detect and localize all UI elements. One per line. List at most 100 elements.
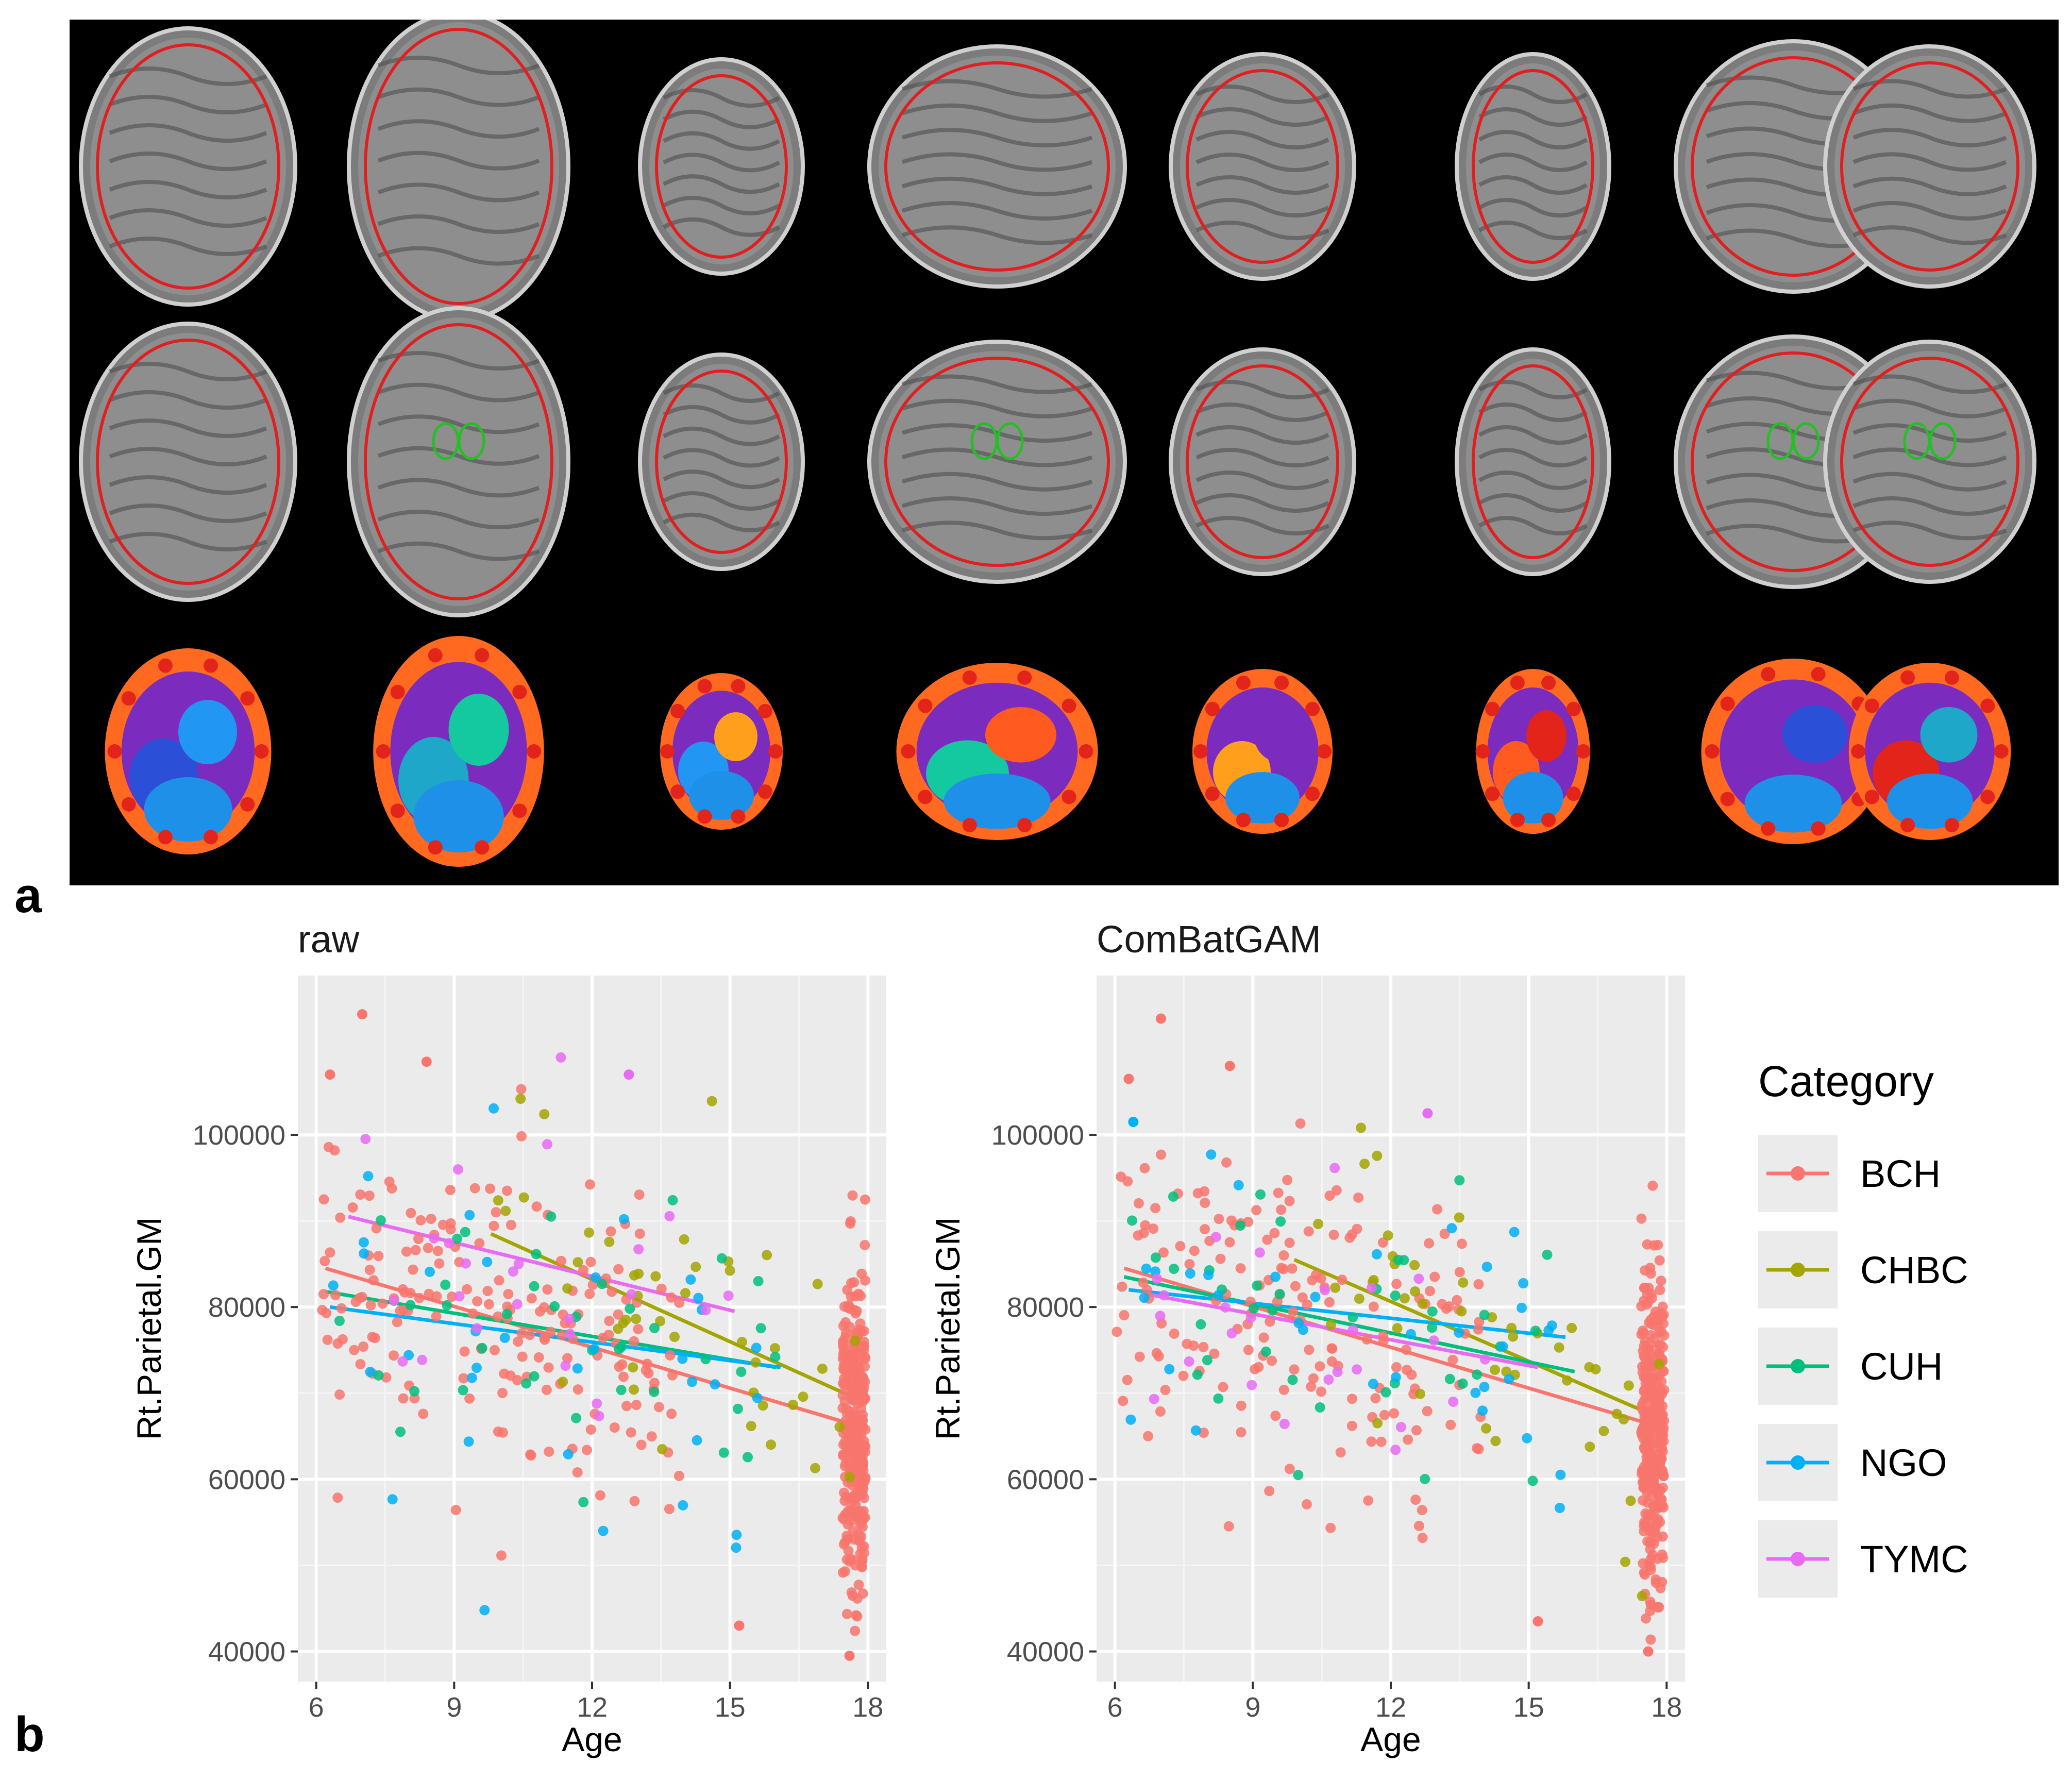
point-bch [1656,1275,1666,1286]
point-cuh [1202,1355,1212,1366]
point-tymc [512,1299,523,1310]
point-bch [474,1238,485,1249]
point-chbc [1598,1425,1609,1436]
point-bch [1331,1185,1342,1196]
point-chbc [788,1400,798,1410]
point-cuh [1293,1470,1304,1481]
point-bch [857,1414,868,1424]
point-bch [847,1590,858,1601]
point-bch [846,1394,857,1405]
point-bch [850,1625,861,1636]
point-bch [1425,1286,1435,1297]
point-bch [1133,1230,1143,1241]
point-bch [335,1212,346,1223]
y-tick-label: 40000 [208,1637,285,1668]
point-ngo [1522,1433,1532,1444]
point-bch [860,1353,871,1364]
point-ngo [328,1280,339,1291]
point-bch [857,1588,868,1599]
brain-slice-r2-c2 [347,306,570,617]
point-bch [489,1345,500,1355]
point-bch [1253,1362,1264,1372]
point-ngo [1518,1278,1529,1288]
point-bch [585,1256,596,1267]
point-bch [1214,1214,1224,1224]
point-bch [1653,1381,1663,1392]
x-tick-label: 18 [1651,1692,1682,1723]
point-bch [845,1418,855,1429]
point-chbc [706,1096,717,1106]
point-bch [1639,1386,1649,1397]
point-bch [543,1362,554,1373]
brain-slice-r2-c6 [1455,347,1611,576]
point-chbc [850,1335,861,1346]
point-chbc [1585,1441,1595,1452]
point-chbc [762,1250,772,1261]
point-bch [336,1303,347,1314]
point-ngo [471,1363,482,1373]
fit-line-chbc [490,1232,864,1404]
point-bch [1417,1505,1427,1516]
point-bch [1289,1364,1300,1375]
point-bch [1645,1263,1656,1273]
point-cuh [625,1303,635,1314]
point-bch [1361,1334,1372,1345]
point-bch [1445,1419,1456,1430]
point-ngo [1446,1223,1457,1234]
point-bch [1184,1259,1195,1269]
point-bch [459,1346,470,1357]
x-tick-label: 12 [1375,1692,1406,1723]
point-bch [1290,1281,1301,1291]
point-bch [1346,1420,1357,1431]
point-tymc [1413,1273,1424,1284]
point-bch [1295,1118,1306,1129]
point-cuh [733,1403,743,1414]
point-bch [1269,1228,1280,1238]
point-cuh [373,1370,384,1381]
point-cuh [1235,1220,1246,1231]
point-bch [464,1393,475,1404]
legend-label-bch: BCH [1860,1152,1941,1195]
point-chbc [1356,1122,1367,1133]
point-bch [613,1264,624,1274]
point-ngo [1128,1117,1139,1128]
point-tymc [1480,1354,1490,1365]
point-chbc [1454,1212,1464,1223]
point-chbc [1611,1408,1622,1419]
point-tymc [592,1398,602,1409]
point-ngo [464,1210,475,1220]
point-ngo [1125,1414,1136,1425]
point-bch [388,1350,399,1361]
brain-slice-r3-c4 [896,663,1098,840]
point-tymc [1245,1313,1256,1323]
point-chbc [604,1236,615,1247]
point-tymc [1332,1367,1343,1378]
y-tick-label: 100000 [991,1120,1084,1151]
point-cuh [1457,1378,1468,1389]
point-tymc [664,1211,675,1221]
point-bch [613,1309,624,1320]
point-chbc [1623,1380,1634,1391]
point-tymc [1220,1302,1231,1313]
point-chbc [572,1257,583,1268]
point-bch [1403,1434,1413,1445]
point-bch [843,1546,854,1556]
point-chbc [679,1234,689,1245]
point-ngo [466,1372,477,1383]
legend-dot-cuh [1791,1359,1805,1373]
point-chbc [1325,1319,1336,1330]
point-bch [1155,1406,1166,1417]
point-chbc [1637,1591,1647,1601]
point-bch [845,1218,855,1229]
point-tymc [461,1258,471,1269]
point-bch [839,1487,849,1498]
point-chbc [669,1332,680,1342]
point-ngo [685,1274,696,1285]
point-ngo [1481,1262,1492,1272]
point-ngo [1555,1469,1566,1480]
point-cuh [755,1323,766,1334]
point-tymc [1159,1290,1169,1301]
y-tick-label: 60000 [208,1464,285,1495]
point-bch [1452,1295,1462,1305]
